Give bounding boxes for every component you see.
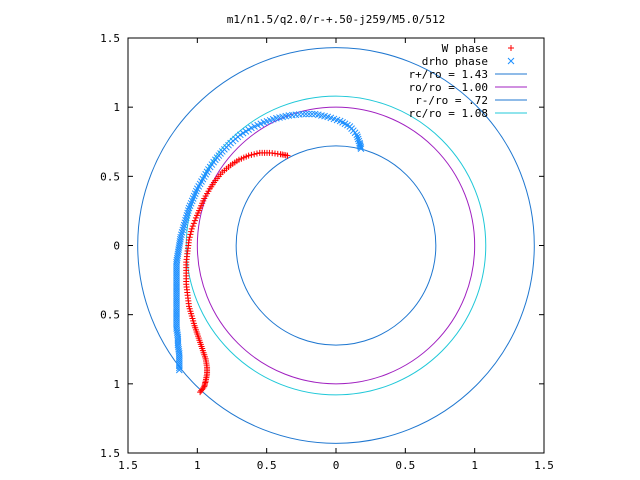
legend-marker-1 [507,57,515,65]
y-tick-label-3: 0 [113,240,120,253]
x-tick-label-0: 1.5 [118,459,138,472]
data-point-1-65 [178,231,185,239]
data-point-1-70 [181,219,189,227]
circle-series-5 [185,95,487,396]
data-point-0-70 [187,231,194,238]
data-point-1-149 [354,133,361,141]
legend-marker-0 [508,45,514,51]
data-point-1-66 [178,229,186,236]
data-point-0-110 [251,151,258,158]
data-point-1-71 [182,216,189,224]
data-point-1-75 [184,207,192,214]
circle-series-2 [137,47,535,444]
data-point-0-74 [190,220,197,227]
x-tick-label-5: 1 [471,459,478,472]
data-point-1-130 [305,110,313,118]
data-point-1-64 [177,233,185,241]
data-point-1-74 [184,209,191,217]
data-point-1-68 [180,224,187,231]
data-point-1-150 [354,135,362,143]
data-point-0-72 [188,225,195,232]
data-point-0-73 [189,223,196,230]
data-point-0-124 [284,152,291,159]
data-point-1-69 [180,221,188,229]
chart-title: m1/n1.5/q2.0/r-+.50-j259/M5.0/512 [227,13,446,26]
data-point-0-111 [253,150,260,157]
legend-label-0: W phase [442,42,488,55]
y-tick-label-1: 1 [113,378,120,391]
series-1 [173,110,365,374]
x-tick-label-6: 1.5 [534,459,554,472]
data-point-0-68 [186,236,193,243]
data-point-1-67 [179,226,187,234]
data-point-1-128 [299,110,307,118]
legend-label-1: drho phase [422,55,488,68]
x-tick-label-1: 1 [194,459,201,472]
y-tick-label-0: 1.5 [100,447,120,460]
y-tick-label-4: 0.5 [100,170,120,183]
y-tick-label-5: 1 [113,101,120,114]
data-point-1-155 [357,143,364,151]
circle-series-3 [196,106,476,385]
x-tick-label-4: 0.5 [395,459,415,472]
legend-label-5: rc/ro = 1.08 [409,107,488,120]
axes: 1.5 1 0.5 0 0.5 1 1.51.510.500.511.5 [100,32,554,472]
data-point-0-108 [245,152,252,159]
circle-series-4 [235,145,437,346]
data-point-1-131 [308,110,316,118]
x-tick-label-2: 0.5 [257,459,277,472]
data-point-1-156 [357,145,365,153]
data-point-1-129 [302,110,310,118]
y-tick-label-2: 0.5 [100,309,120,322]
data-point-1-72 [182,214,190,222]
legend-label-2: r+/ro = 1.43 [409,68,488,81]
data-point-0-75 [191,217,198,224]
data-point-0-71 [188,228,195,235]
data-point-0-109 [248,151,255,158]
data-point-0-3 [200,384,207,391]
data-point-1-73 [183,212,191,219]
data-point-0-69 [186,234,193,241]
x-tick-label-3: 0 [333,459,340,472]
legend-label-3: ro/ro = 1.00 [409,81,488,94]
data-layer [137,47,535,444]
legend-label-4: r-/ro = .72 [415,94,488,107]
data-point-1-148 [353,131,361,139]
series-0 [183,149,291,396]
y-tick-label-6: 1.5 [100,32,120,45]
